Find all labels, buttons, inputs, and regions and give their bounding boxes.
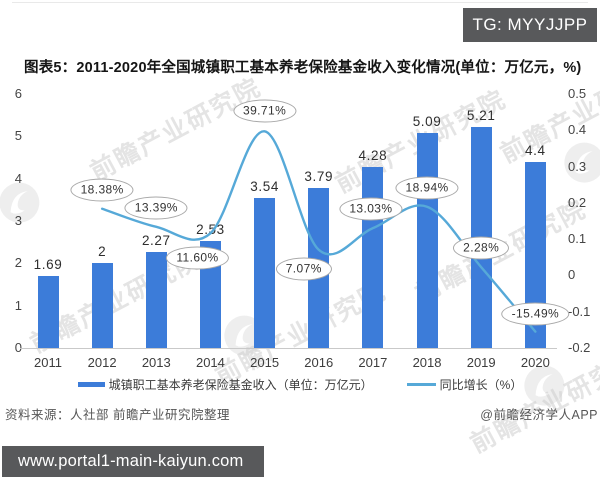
left-axis-tick: 4 — [14, 170, 22, 186]
legend-item-income: 城镇职工基本养老保险基金收入（单位：万亿元） — [77, 376, 373, 393]
bar-2017 — [362, 166, 384, 348]
left-axis-tick: 1 — [14, 297, 22, 313]
right-axis-tick: 0.1 — [568, 231, 587, 247]
growth-label-bubble: 7.07% — [275, 257, 332, 281]
chart-legend: 城镇职工基本养老保险基金收入（单位：万亿元） 同比增长（%） — [0, 376, 600, 393]
x-axis-label-2019: 2019 — [466, 355, 496, 370]
left-axis-tick: 5 — [14, 128, 22, 144]
right-axis-tick: 0.2 — [568, 194, 587, 210]
growth-label-bubble: 11.60% — [166, 246, 229, 270]
chart-title: 图表5：2011-2020年全国城镇职工基本养老保险基金收入变化情况(单位：万亿… — [24, 60, 582, 76]
bar-value-label: 4.28 — [358, 147, 388, 163]
x-axis-label-2015: 2015 — [250, 355, 280, 370]
growth-label-bubble: 13.03% — [339, 197, 403, 221]
right-axis-tick: 0.5 — [568, 86, 587, 101]
tg-badge: TG: MYYJJPP — [463, 8, 597, 42]
right-axis-tick: 0 — [568, 267, 576, 283]
growth-label-bubble: 39.71% — [233, 99, 297, 123]
right-axis-tick: -0.2 — [568, 340, 591, 355]
bar-value-label: 3.79 — [304, 168, 334, 184]
bar-value-label: 4.4 — [525, 142, 546, 158]
x-axis-label-2017: 2017 — [358, 355, 388, 370]
footer-url-bar[interactable]: www.portal1-main-kaiyun.com — [2, 446, 264, 477]
left-axis-tick: 3 — [14, 213, 22, 228]
top-divider — [12, 2, 588, 3]
bar-2012 — [91, 263, 113, 348]
brand-credit-text: @前瞻经济学人APP — [480, 408, 598, 422]
growth-label-bubble: 13.39% — [124, 196, 188, 220]
x-axis-label-2012: 2012 — [87, 355, 117, 370]
x-axis-label-2016: 2016 — [304, 355, 334, 370]
bar-2011 — [37, 276, 59, 348]
source-row: 资料来源：人社部 前瞻产业研究院整理 @前瞻经济学人APP — [5, 404, 598, 423]
x-axis-label-2011: 2011 — [34, 355, 62, 370]
growth-label-bubble: 18.38% — [70, 178, 134, 202]
right-axis-tick: -0.1 — [568, 303, 591, 319]
left-axis-tick: 0 — [14, 340, 22, 355]
legend-income-label: 城镇职工基本养老保险基金收入（单位：万亿元） — [108, 378, 373, 392]
line-series-legend-marker — [406, 383, 436, 386]
x-axis-label-2013: 2013 — [141, 355, 171, 370]
x-axis-label-2018: 2018 — [412, 355, 442, 370]
growth-label-bubble: 2.28% — [453, 236, 510, 260]
x-axis-line — [20, 348, 557, 349]
left-axis-tick: 6 — [14, 86, 22, 101]
right-axis-tick: 0.3 — [568, 158, 587, 174]
bar-value-label: 2.53 — [196, 221, 225, 237]
bar-value-label: 1.69 — [33, 257, 63, 273]
bar-value-label: 5.21 — [466, 108, 496, 124]
bar-2015 — [254, 198, 276, 348]
bar-value-label: 5.09 — [412, 113, 442, 129]
bar-2018 — [416, 132, 438, 348]
data-source-text: 资料来源：人社部 前瞻产业研究院整理 — [5, 408, 230, 422]
x-axis-label-2014: 2014 — [195, 355, 225, 370]
x-axis-label-2020: 2020 — [520, 355, 550, 370]
bar-2013 — [145, 251, 167, 348]
left-axis-tick: 2 — [14, 255, 22, 271]
growth-label-bubble: 18.94% — [395, 176, 459, 200]
legend-growth-label: 同比增长（%） — [439, 378, 523, 392]
bar-series-legend-marker — [77, 382, 105, 387]
legend-item-growth: 同比增长（%） — [406, 376, 523, 393]
growth-label-bubble: -15.49% — [501, 302, 570, 326]
footer-url-text: www.portal1-main-kaiyun.com — [18, 452, 244, 470]
right-axis-tick: 0.4 — [568, 122, 587, 138]
